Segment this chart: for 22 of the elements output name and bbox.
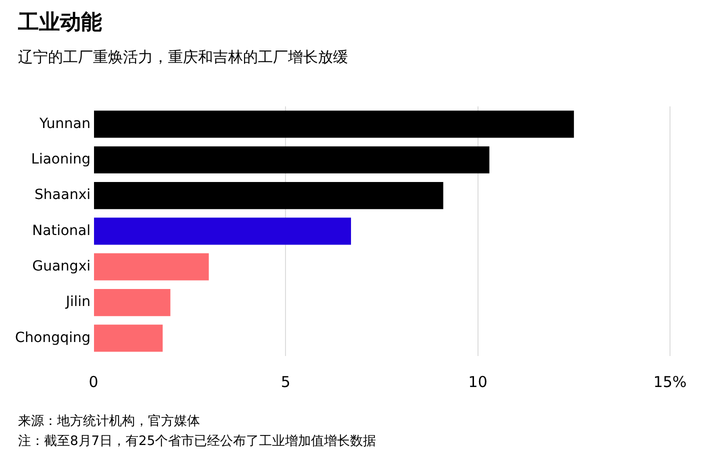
y-tick-label: Jilin [64, 294, 91, 310]
bar [94, 324, 163, 352]
bar [94, 218, 352, 245]
text: 注：截至8月7日，有25个省市已经公布了工业增加值增长数据 [18, 433, 376, 451]
y-tick-label: Shaanxi [34, 187, 91, 204]
bar [94, 288, 170, 316]
y-tick-label: Liaoning [31, 152, 91, 168]
x-tick-label: 0 [88, 372, 98, 391]
bar [94, 110, 574, 138]
source-note: 来源：地方统计机构，官方媒体 [18, 413, 201, 431]
bar [94, 253, 209, 280]
y-tick-label: Yunnan [38, 116, 91, 132]
y-tick-label: Guangxi [32, 258, 91, 274]
bar [94, 182, 444, 210]
x-tick-label: 5 [280, 372, 290, 391]
chart-subtitle: 辽宁的工厂重焕活力，重庆和吉林的工厂增长放缓 [18, 48, 348, 67]
y-tick-label: National [32, 222, 91, 239]
x-tick-label: 10 [468, 372, 488, 391]
x-tick-label: 15% [653, 372, 687, 391]
y-tick-label: Chongqing [14, 330, 91, 346]
bar [94, 146, 490, 174]
chart-title: 工业动能 [18, 9, 102, 36]
